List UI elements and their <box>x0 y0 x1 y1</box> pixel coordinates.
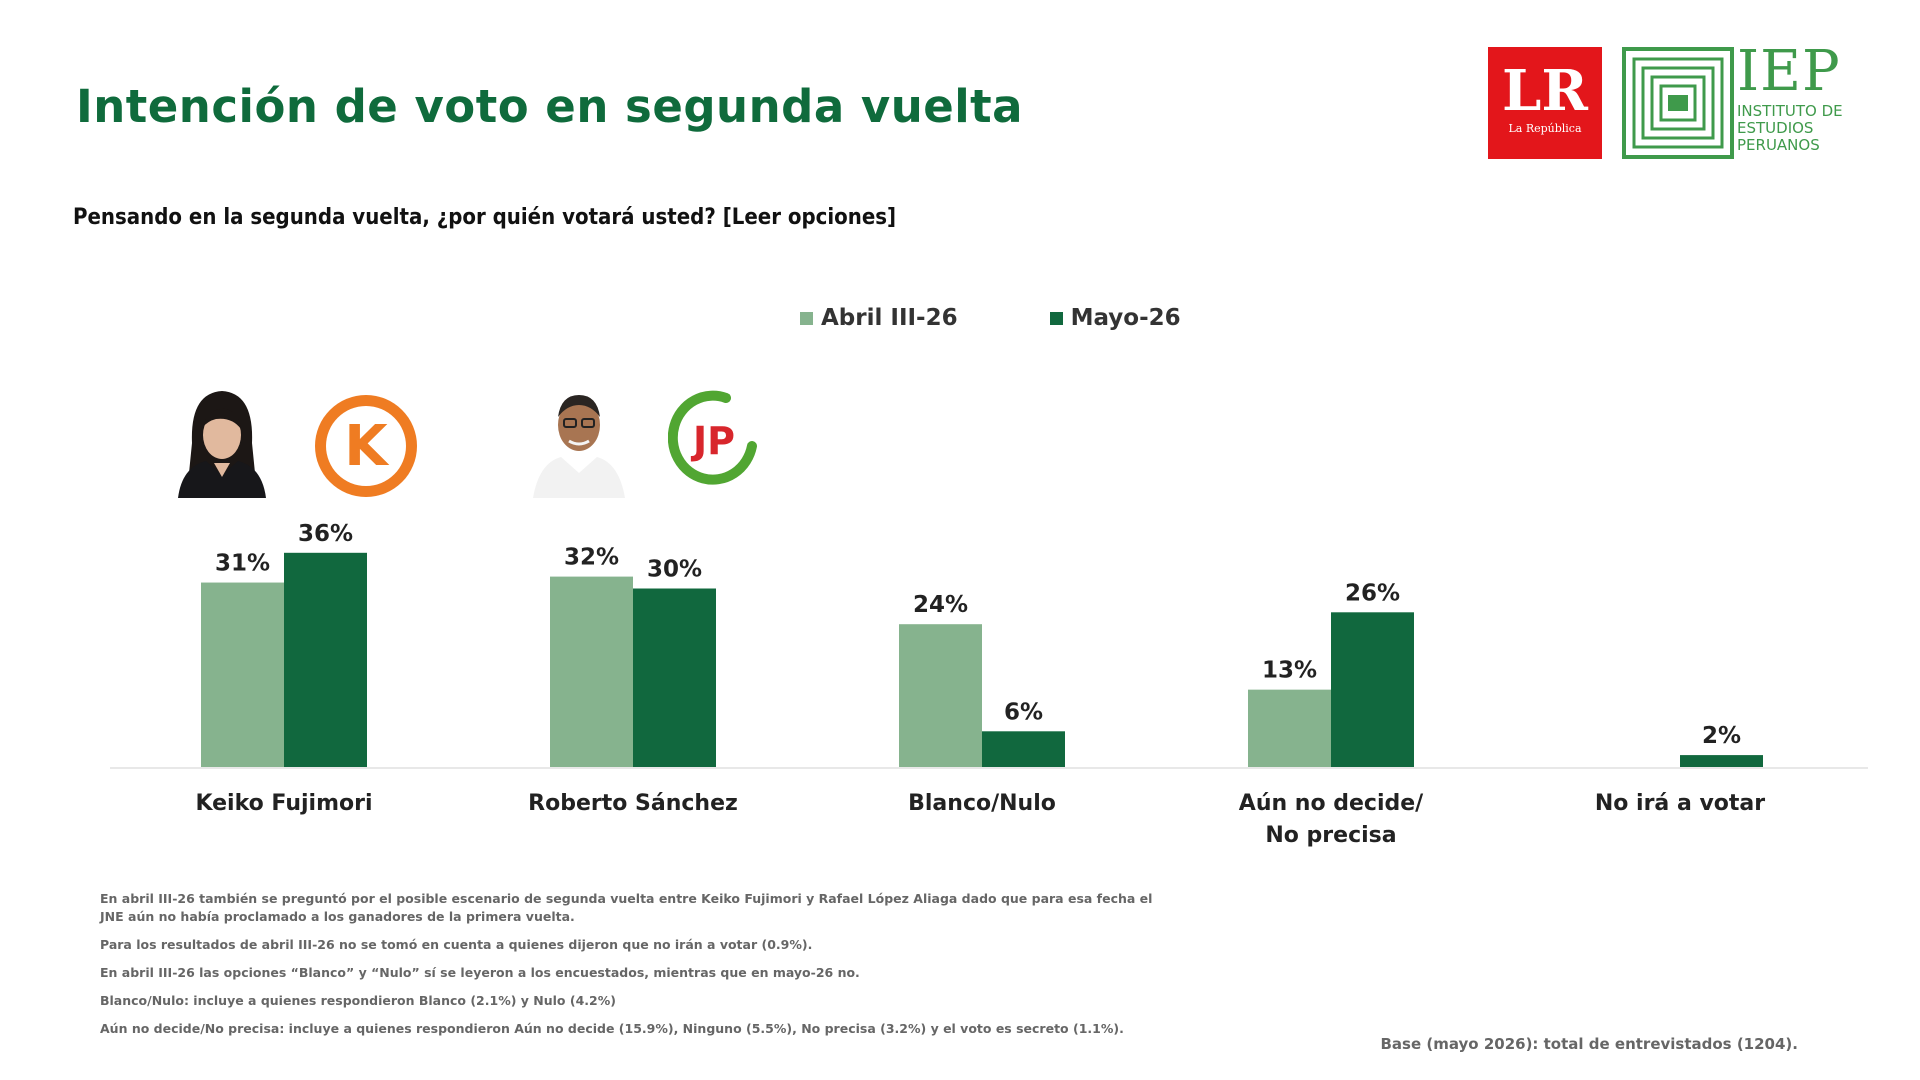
category-label-0: Keiko Fujimori <box>195 791 372 816</box>
chart-legend: Abril III-26 Mayo-26 <box>800 305 1181 331</box>
footnote-3: En abril III-26 las opciones “Blanco” y … <box>100 965 860 980</box>
bar-mayo-0 <box>284 552 367 767</box>
data-label-abril-0: 31% <box>215 551 270 577</box>
lr-logo-subtext: La República <box>1508 122 1582 135</box>
bar-abril-3 <box>1248 689 1331 767</box>
iep-emblem-icon <box>1622 47 1734 159</box>
legend-swatch-mayo <box>1049 311 1063 325</box>
iep-logo-text: IEP <box>1737 39 1841 104</box>
sample-base-note: Base (mayo 2026): total de entrevistados… <box>1380 1035 1798 1053</box>
footnote-1: En abril III-26 también se preguntó por … <box>100 891 1153 924</box>
jp-logo-text: JP <box>690 419 735 463</box>
man-portrait-icon <box>531 383 627 498</box>
category-label-3-line-0: Aún no decide/ <box>1239 791 1424 816</box>
legend-item-mayo: Mayo-26 <box>1049 305 1181 331</box>
bar-abril-1 <box>550 576 633 767</box>
iep-subtext-line-1: INSTITUTO DE <box>1737 102 1843 120</box>
iep-subtext-line-3: PERUANOS <box>1737 136 1820 154</box>
footnote-4: Blanco/Nulo: incluye a quienes respondie… <box>100 993 616 1008</box>
data-label-mayo-2: 6% <box>1004 699 1043 725</box>
fp-logo-text: K <box>344 414 390 479</box>
iep-subtext-line-2: ESTUDIOS <box>1737 119 1814 137</box>
legend-label-abril: Abril III-26 <box>821 305 958 331</box>
lr-logo-text: LR <box>1502 58 1588 124</box>
data-label-mayo-3: 26% <box>1345 580 1400 606</box>
data-label-abril-1: 32% <box>564 545 619 571</box>
fuerza-popular-k-logo-icon: K <box>315 395 417 497</box>
la-republica-logo: LR La República <box>1488 47 1602 159</box>
data-label-mayo-1: 30% <box>647 557 702 583</box>
footnote-5: Aún no decide/No precisa: incluye a quie… <box>100 1021 1124 1036</box>
data-label-abril-3: 13% <box>1262 658 1317 684</box>
data-label-mayo-0: 36% <box>298 521 353 547</box>
iep-wordmark: IEP INSTITUTO DE ESTUDIOS PERUANOS <box>1737 41 1843 154</box>
category-label-1: Roberto Sánchez <box>528 791 738 816</box>
juntos-por-el-peru-jp-logo-icon: JP <box>668 390 757 485</box>
page-title: Intención de voto en segunda vuelta <box>76 80 1024 133</box>
legend-swatch-abril <box>800 311 813 325</box>
bar-mayo-1 <box>633 588 716 767</box>
category-label-4: No irá a votar <box>1595 791 1765 816</box>
data-label-mayo-4: 2% <box>1702 723 1741 749</box>
legend-label-mayo: Mayo-26 <box>1070 305 1181 331</box>
bar-abril-2 <box>899 624 982 767</box>
bar-mayo-2 <box>982 731 1065 767</box>
bar-abril-0 <box>201 582 284 767</box>
woman-portrait-icon <box>174 383 270 498</box>
category-label-3-line-1: No precisa <box>1265 823 1396 848</box>
category-label-2: Blanco/Nulo <box>908 791 1056 816</box>
footnote-2: Para los resultados de abril III-26 no s… <box>100 937 813 952</box>
bar-mayo-3 <box>1331 612 1414 767</box>
legend-item-abril: Abril III-26 <box>800 305 958 331</box>
iep-logo: IEP INSTITUTO DE ESTUDIOS PERUANOS <box>1622 41 1864 159</box>
bar-mayo-4 <box>1680 755 1763 767</box>
survey-question: Pensando en la segunda vuelta, ¿por quié… <box>73 205 897 230</box>
data-label-abril-2: 24% <box>913 592 968 618</box>
footnotes: En abril III-26 también se preguntó por … <box>100 890 1180 1048</box>
